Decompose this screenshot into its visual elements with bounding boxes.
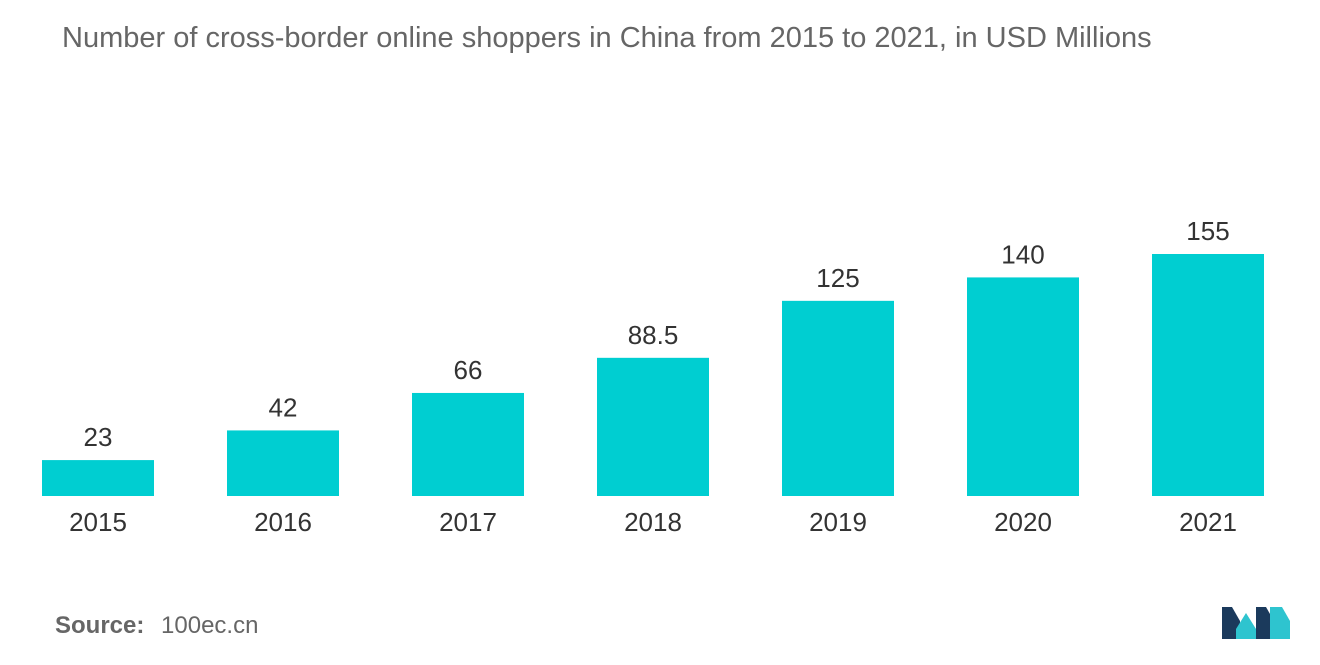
value-label-2021: 155 bbox=[1186, 216, 1229, 246]
bar-2020 bbox=[967, 277, 1079, 496]
source-label: Source: bbox=[55, 612, 145, 639]
bar-2016 bbox=[227, 430, 339, 496]
mordor-intelligence-logo-icon bbox=[1222, 607, 1290, 639]
chart-title: Number of cross-border online shoppers i… bbox=[62, 22, 1152, 54]
bar-2019 bbox=[782, 300, 894, 496]
bar-2017 bbox=[412, 392, 524, 496]
x-tick-label-2017: 2017 bbox=[439, 507, 497, 537]
x-tick-label-2020: 2020 bbox=[994, 507, 1052, 537]
value-label-2020: 140 bbox=[1001, 239, 1044, 269]
x-tick-label-2021: 2021 bbox=[1179, 507, 1237, 537]
value-label-2016: 42 bbox=[269, 392, 298, 422]
value-label-2019: 125 bbox=[816, 263, 859, 293]
value-label-2015: 23 bbox=[84, 422, 113, 452]
source-note: Source: 100ec.cn bbox=[55, 612, 258, 640]
source-value: 100ec.cn bbox=[161, 612, 259, 639]
x-tick-label-2019: 2019 bbox=[809, 507, 867, 537]
value-label-2018: 88.5 bbox=[628, 320, 679, 350]
x-tick-label-2018: 2018 bbox=[624, 507, 682, 537]
bar-2018 bbox=[597, 357, 709, 496]
bar-2021 bbox=[1152, 254, 1264, 496]
value-label-2017: 66 bbox=[454, 355, 483, 385]
x-tick-label-2016: 2016 bbox=[254, 507, 312, 537]
x-tick-label-2015: 2015 bbox=[69, 507, 127, 537]
bar-2015 bbox=[42, 460, 154, 496]
